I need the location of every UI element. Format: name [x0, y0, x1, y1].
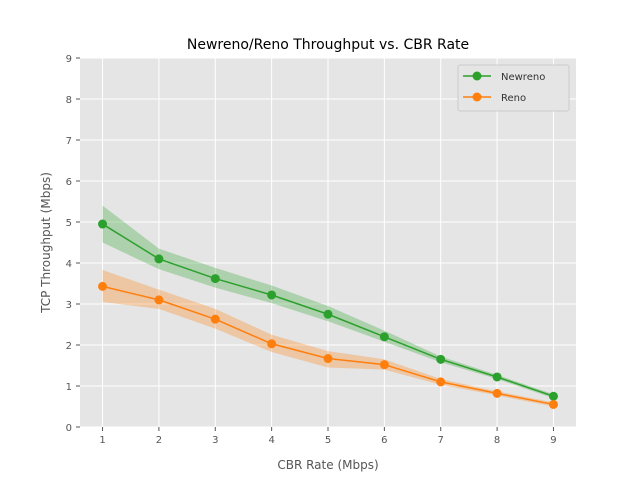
- x-tick-label: 4: [268, 435, 274, 446]
- grid-lines: [80, 57, 576, 428]
- x-tick-label: 7: [438, 435, 444, 446]
- legend-newreno-marker: [472, 71, 482, 81]
- reno-point: [267, 339, 277, 349]
- reno-point: [379, 360, 389, 370]
- y-tick-label: 1: [66, 382, 72, 393]
- newreno-band: [102, 205, 554, 399]
- tick-labels: 1 2 3 4 5 6 7 8 9 0 1 2 3 4 5 6 7 8 9: [66, 54, 557, 446]
- x-tick-label: 8: [494, 435, 500, 446]
- reno-point: [548, 399, 558, 409]
- y-tick-label: 2: [66, 341, 72, 352]
- x-tick-label: 6: [381, 435, 387, 446]
- reno-point: [154, 295, 164, 305]
- chart-title: Newreno/Reno Throughput vs. CBR Rate: [187, 37, 469, 53]
- newreno-point: [98, 219, 108, 229]
- x-tick-label: 9: [550, 435, 556, 446]
- y-tick-label: 8: [66, 95, 72, 106]
- newreno-point: [492, 372, 502, 382]
- legend-reno-label: Reno: [501, 93, 526, 104]
- y-tick-label: 3: [66, 300, 72, 311]
- reno-point: [98, 281, 108, 291]
- y-tick-label: 9: [66, 54, 72, 65]
- newreno-point: [548, 391, 558, 401]
- newreno-point: [436, 354, 446, 364]
- series-points: [98, 219, 558, 409]
- x-tick-label: 3: [212, 435, 218, 446]
- legend-reno-marker: [472, 92, 482, 102]
- reno-point: [323, 354, 333, 364]
- newreno-point: [267, 290, 277, 300]
- newreno-point: [379, 332, 389, 342]
- reno-point: [492, 388, 502, 398]
- x-tick-label: 2: [156, 435, 162, 446]
- confidence-bands: [102, 205, 554, 407]
- y-tick-label: 7: [66, 136, 72, 147]
- x-tick-label: 5: [325, 435, 331, 446]
- reno-point: [210, 314, 220, 324]
- legend: Newreno Reno: [457, 64, 570, 112]
- x-axis-label: CBR Rate (Mbps): [277, 458, 378, 472]
- newreno-point: [210, 274, 220, 284]
- y-tick-label: 0: [66, 423, 72, 434]
- y-tick-label: 5: [66, 218, 72, 229]
- x-tick-label: 1: [99, 435, 105, 446]
- y-tick-label: 6: [66, 177, 72, 188]
- y-tick-label: 4: [66, 259, 72, 270]
- legend-newreno-label: Newreno: [501, 72, 545, 83]
- newreno-point: [154, 254, 164, 264]
- y-axis-label: TCP Throughput (Mbps): [39, 172, 53, 314]
- reno-point: [436, 377, 446, 387]
- newreno-point: [323, 309, 333, 319]
